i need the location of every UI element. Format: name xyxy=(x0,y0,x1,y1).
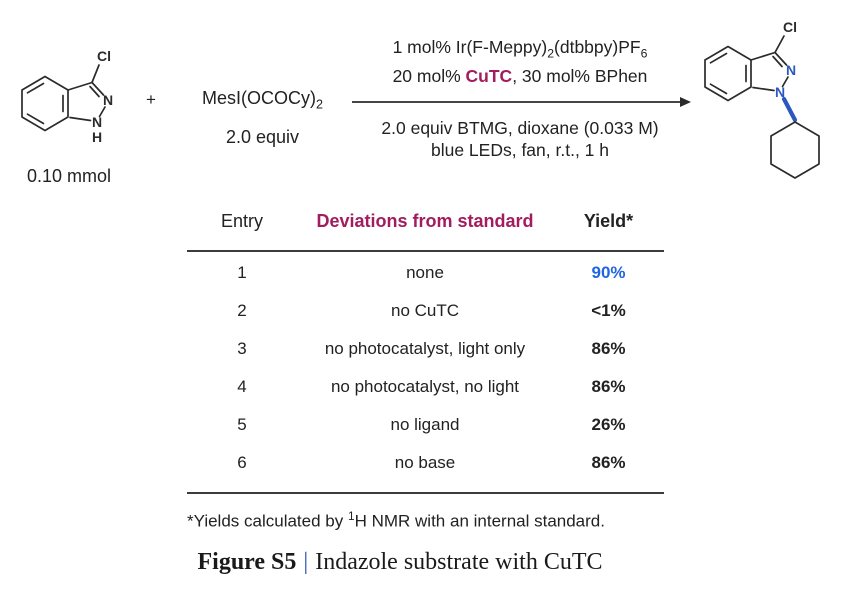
product-atom-label-n2: N xyxy=(786,62,796,78)
cell-deviation: no base xyxy=(394,453,456,472)
product-atom-label-n1: N xyxy=(775,84,785,100)
conditions-below-arrow: 2.0 equiv BTMG, dioxane (0.033 M) blue L… xyxy=(352,117,688,161)
cond2-text: 20 mol% xyxy=(392,65,466,86)
atom-label-h: H xyxy=(92,129,102,145)
reagent-equiv: 2.0 equiv xyxy=(225,126,300,147)
cell-entry: 5 xyxy=(237,415,247,434)
header-deviations: Deviations from standard xyxy=(316,211,534,231)
cell-yield: <1% xyxy=(591,301,626,320)
cell-deviation: no photocatalyst, no light xyxy=(330,377,520,396)
table-row: 5 no ligand 26% xyxy=(187,406,664,444)
cell-yield: 86% xyxy=(591,453,626,472)
plus-sign: + xyxy=(146,90,156,109)
product-atom-label-cl: Cl xyxy=(783,19,797,35)
reagent-formula-sub: 2 xyxy=(315,97,323,112)
conditions-line-3: 2.0 equiv BTMG, dioxane (0.033 M) xyxy=(381,118,659,138)
cell-deviation: no ligand xyxy=(390,415,460,434)
cell-yield: 26% xyxy=(591,415,626,434)
cell-yield: 90% xyxy=(591,263,626,282)
substrate-structure: Cl N N H xyxy=(21,48,113,145)
cell-entry: 3 xyxy=(237,339,247,358)
footnote-text-2: H NMR with an internal standard. xyxy=(354,511,605,531)
table-row: 3 no photocatalyst, light only 86% xyxy=(187,330,664,368)
table-bottom-rule xyxy=(187,492,664,494)
substrate-bonds xyxy=(21,64,106,132)
footnote-text: *Yields calculated by xyxy=(187,511,348,531)
cond1-text2: (dtbbpy)PF xyxy=(554,37,641,57)
cond2-text2: , 30 mol% BPhen xyxy=(512,65,648,86)
atom-label-cl: Cl xyxy=(97,48,111,64)
conditions-table: Entry Deviations from standard Yield* 1 … xyxy=(187,211,664,532)
product-bonds xyxy=(704,35,820,179)
cell-yield: 86% xyxy=(591,377,626,396)
n-cyclohexyl-bond xyxy=(781,96,798,123)
table-row: 1 none 90% xyxy=(187,254,664,292)
reagent-block: MesI(OCOCy)2 2.0 equiv xyxy=(195,88,330,148)
conditions-line-1: 1 mol% Ir(F-Meppy)2(dtbbpy)PF6 xyxy=(352,36,688,65)
table-body: 1 none 90% 2 no CuTC <1% 3 no photocatal… xyxy=(187,252,664,482)
product-structure: Cl N N xyxy=(704,19,820,179)
table-row: 2 no CuTC <1% xyxy=(187,292,664,330)
cell-deviation: no photocatalyst, light only xyxy=(324,339,526,358)
conditions-above-arrow: 1 mol% Ir(F-Meppy)2(dtbbpy)PF6 20 mol% C… xyxy=(352,36,688,87)
footnote-superscript: 1 xyxy=(347,509,355,523)
header-entry: Entry xyxy=(220,211,263,231)
cell-entry: 1 xyxy=(237,263,247,282)
reagent-formula-main: MesI(OCOCy) xyxy=(201,88,316,108)
cell-entry: 2 xyxy=(237,301,247,320)
conditions-line-4: blue LEDs, fan, r.t., 1 h xyxy=(430,140,610,160)
cond1-sub1: 2 xyxy=(547,46,555,61)
cond1-sub2: 6 xyxy=(640,46,648,61)
atom-label-n2: N xyxy=(103,92,113,108)
table-top-rule xyxy=(187,250,664,252)
cond2-cutc: CuTC xyxy=(465,65,513,86)
header-yield: Yield* xyxy=(583,211,634,231)
cyclohexyl-ring xyxy=(770,121,820,179)
caption-text: Indazole substrate with CuTC xyxy=(315,549,603,575)
arrowhead xyxy=(680,97,691,107)
reagent-formula: MesI(OCOCy)2 xyxy=(195,88,330,112)
cell-entry: 6 xyxy=(237,453,247,472)
figure-caption: Figure S5 | Indazole substrate with CuTC xyxy=(74,549,726,576)
substrate-amount: 0.10 mmol xyxy=(26,166,112,186)
cell-yield: 86% xyxy=(591,339,626,358)
caption-label: Figure S5 xyxy=(197,549,297,575)
table-footnote: *Yields calculated by 1H NMR with an int… xyxy=(187,509,664,532)
cell-deviation: no CuTC xyxy=(390,301,460,320)
table-header-row: Entry Deviations from standard Yield* xyxy=(187,211,664,250)
cell-deviation: none xyxy=(406,263,444,282)
reaction-arrow xyxy=(352,97,691,107)
cell-entry: 4 xyxy=(237,377,247,396)
caption-separator: | xyxy=(303,549,309,575)
table-row: 4 no photocatalyst, no light 86% xyxy=(187,368,664,406)
atom-label-n1: N xyxy=(92,114,102,130)
table-row: 6 no base 86% xyxy=(187,444,664,482)
conditions-line-2: 20 mol% CuTC, 30 mol% BPhen xyxy=(352,65,688,87)
cond1-text: 1 mol% Ir(F-Meppy) xyxy=(392,37,548,57)
